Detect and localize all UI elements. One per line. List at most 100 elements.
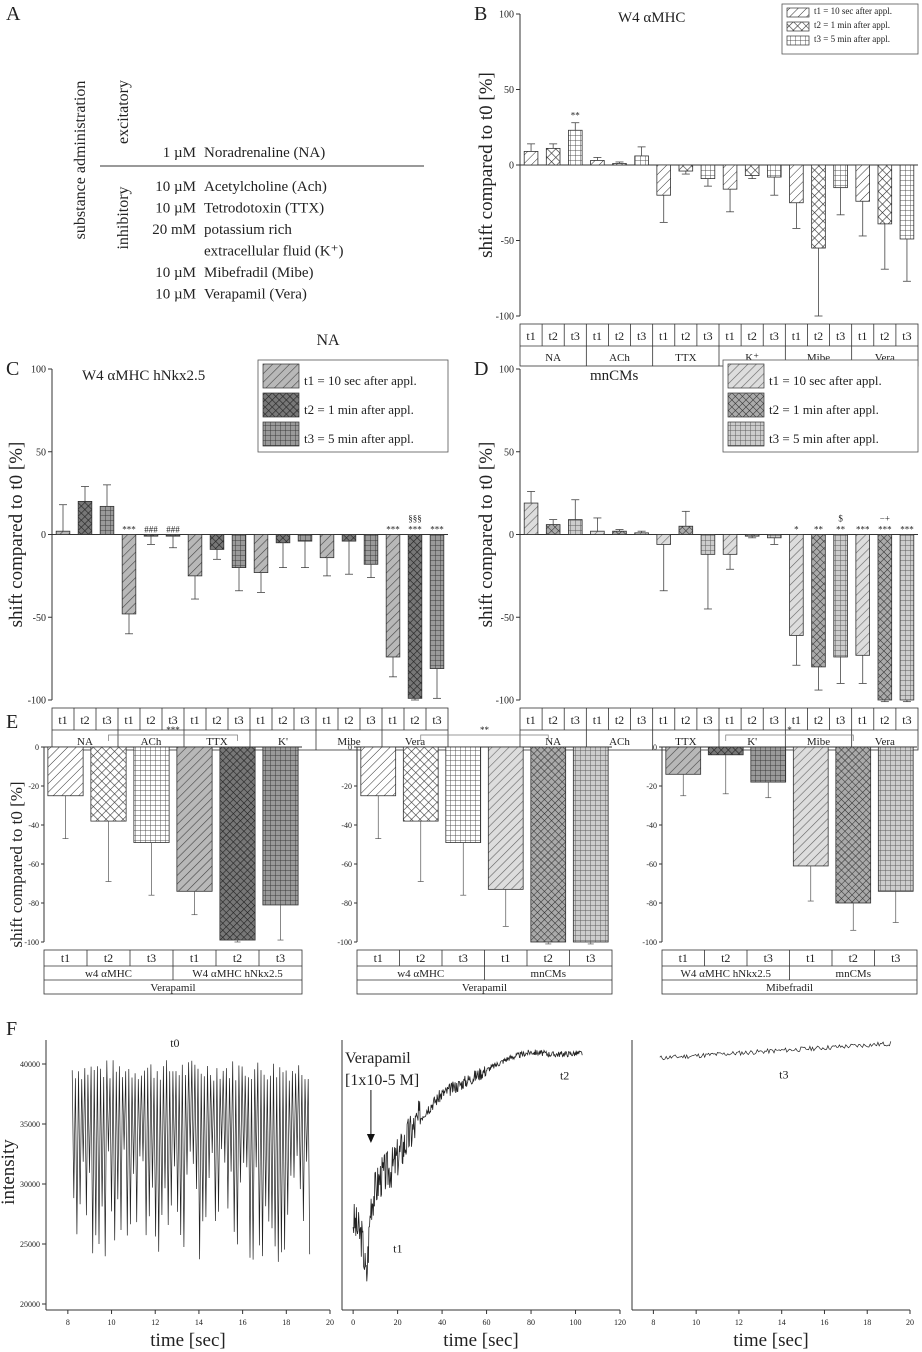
group-label: Mibe	[337, 736, 360, 748]
subcategory-label: t3	[168, 713, 177, 727]
subcategory-label: t2	[544, 951, 553, 965]
y-tick-label: -50	[33, 613, 46, 624]
x-tick-label: 12	[151, 1318, 159, 1327]
bar-Mibe-t3	[833, 534, 848, 658]
substance-name: Acetylcholine (Ach)	[204, 179, 327, 195]
group-label: NA	[545, 736, 561, 748]
bar-ACh-t2	[612, 163, 627, 166]
y-tick-label: -40	[28, 821, 39, 830]
subcategory-label: t1	[792, 329, 801, 343]
y-tick-label: 100	[31, 365, 46, 376]
significance-marker: ***	[408, 525, 422, 535]
bar-Vera-t3	[429, 534, 445, 669]
significance-marker: ***	[878, 525, 892, 535]
subcategory-label: t1	[593, 329, 602, 343]
bar-NA-t1	[523, 502, 539, 535]
y-tick-label: 30000	[20, 1180, 40, 1189]
bar-Mibe-t3	[833, 164, 848, 189]
significance-bracket	[420, 734, 549, 741]
bar-Vera-t2	[877, 534, 893, 701]
substance-name: potassium rich	[204, 222, 292, 238]
y-tick-label: -100	[28, 696, 46, 707]
chart-title: W4 αMHC hNkx2.5	[82, 368, 205, 384]
y-tick-label: -80	[28, 899, 39, 908]
panel-letter-a: A	[6, 3, 21, 25]
substance-name: Tetrodotoxin (TTX)	[204, 201, 324, 217]
y-tick-label: -100	[496, 312, 514, 323]
x-tick-label: 40	[438, 1318, 446, 1327]
bar-Mibe-t1	[789, 534, 804, 636]
bar-NA-t2	[545, 147, 561, 166]
y-tick-label: -50	[501, 236, 514, 247]
substance-table: substance administration excitatory inhi…	[72, 80, 424, 349]
subcategory-label: t2	[747, 329, 756, 343]
group-label: K'	[747, 736, 757, 748]
y-tick-label: 0	[35, 743, 39, 752]
dose-text: 1 µM	[163, 145, 196, 161]
subcategory-label: t3	[902, 713, 911, 727]
significance-marker: ***	[856, 525, 870, 535]
subcategory-label: t2	[344, 713, 353, 727]
y-tick-label: 0	[653, 743, 657, 752]
bar-ACh-t1	[590, 160, 605, 166]
bar-4	[835, 746, 872, 904]
legend-swatch	[727, 392, 765, 418]
bar-3	[487, 746, 524, 890]
inhibitory-label: inhibitory	[115, 186, 132, 249]
bar-K'-t1	[722, 534, 738, 555]
legend-swatch	[786, 35, 810, 46]
legend-swatch	[262, 392, 300, 418]
chart-c: 100 50 0 -50 -100 shift compared to t0 [%] W4 …	[6, 359, 449, 751]
subcategory-label: t2	[681, 329, 690, 343]
bar-Vera-t1	[385, 534, 401, 658]
subcategory-label: t2	[880, 713, 889, 727]
legend-entry: t1 = 10 sec after appl.	[304, 373, 417, 388]
panel-letter-f: F	[6, 1018, 17, 1040]
group-label: K'	[278, 736, 288, 748]
significance-marker: ***	[166, 725, 180, 735]
subcategory-label: t1	[593, 713, 602, 727]
bar-TTX-t2	[209, 534, 225, 550]
bar-Mibe-t3	[363, 534, 379, 565]
bar-K⁺-t1	[722, 164, 738, 190]
treatment-label: Verapamil	[462, 982, 507, 994]
group-label: Vera	[875, 736, 895, 748]
group-label: NA	[545, 352, 561, 364]
y-tick-label: -40	[341, 821, 352, 830]
subcategory-label: t3	[770, 713, 779, 727]
bar-ACh-t3	[634, 532, 649, 535]
subcategory-label: t3	[571, 329, 580, 343]
subcategory-label: t2	[146, 713, 155, 727]
subcategory-label: t1	[659, 713, 668, 727]
cell-group-label: W4 αMHC hNkx2.5	[681, 968, 772, 980]
x-tick-label: 10	[108, 1318, 116, 1327]
subcategory-label: t3	[276, 951, 285, 965]
bar-5	[262, 746, 299, 906]
y-tick-label: -20	[28, 782, 39, 791]
y-axis-label: shift compared to t0 [%]	[476, 442, 497, 628]
subcategory-label: t1	[501, 951, 510, 965]
subcategory-label: t2	[615, 713, 624, 727]
trace-label-t0: t0	[170, 1036, 179, 1050]
legend-swatch	[786, 21, 810, 32]
bar-NA-t1	[523, 151, 539, 166]
subcategory-label: t2	[416, 951, 425, 965]
subcategory-label: t1	[659, 329, 668, 343]
substance-name: Verapamil (Vera)	[204, 287, 307, 303]
y-tick-label: 35000	[20, 1120, 40, 1129]
subcategory-label: t1	[322, 713, 331, 727]
bar-NA-t3	[568, 519, 583, 535]
significance-marker: ***	[122, 525, 136, 535]
chart-title: mnCMs	[590, 368, 639, 384]
bar-NA-t1	[55, 530, 71, 535]
x-tick-label: 20	[326, 1318, 334, 1327]
y-tick-label: -100	[24, 938, 39, 947]
y-axis-label: shift compared to t0 [%]	[476, 72, 497, 258]
significance-bracket	[108, 734, 238, 741]
significance-marker: *	[787, 725, 792, 735]
y-tick-label: -60	[341, 860, 352, 869]
intensity-trace	[71, 1060, 311, 1262]
dose-text: 10 µM	[155, 201, 196, 217]
dose-text: 10 µM	[155, 179, 196, 195]
x-tick-label: 12	[735, 1318, 743, 1327]
